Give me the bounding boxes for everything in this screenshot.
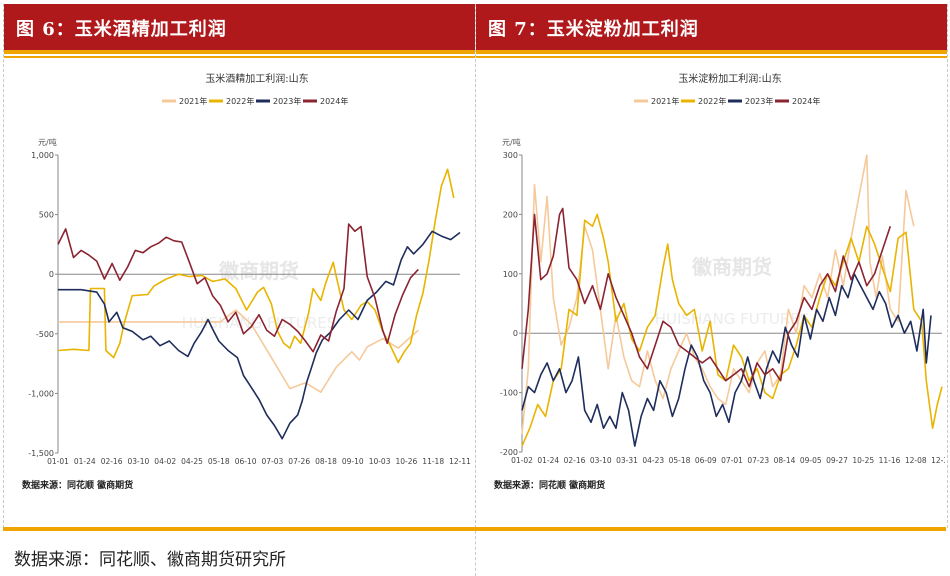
x-tick-label: 03-31 xyxy=(616,456,638,465)
x-tick-label: 01-01 xyxy=(47,457,69,466)
series-line-2022年 xyxy=(521,213,943,447)
chart-source: 数据来源：同花顺 徽商期货 xyxy=(494,479,605,491)
series-line-2023年 xyxy=(521,273,932,447)
x-tick-label: 12-08 xyxy=(905,456,927,465)
x-tick-label: 08-18 xyxy=(315,457,337,466)
x-tick-label: 12-11 xyxy=(449,457,471,466)
right-panel: 图 7：玉米淀粉加工利润 玉米淀粉加工利润:山东 2021年 2022年 2023年 2… xyxy=(475,4,948,528)
y-tick-label: -1,500 xyxy=(28,449,54,458)
left-panel: 图 6：玉米酒精加工利润 玉米酒精加工利润:山东 2021年 2022年 2023年 2… xyxy=(3,4,476,528)
footer-source: 数据来源：同花顺、徽商期货研究所 xyxy=(14,550,286,570)
y-axis-unit: 元/吨 xyxy=(502,137,521,147)
x-tick-label: 06-10 xyxy=(235,457,257,466)
watermark-cn: 徽商期货 xyxy=(691,255,772,279)
x-tick-label: 07-26 xyxy=(288,457,310,466)
x-tick-label: 10-25 xyxy=(852,456,874,465)
x-tick-label: 07-23 xyxy=(747,456,769,465)
watermark-cn: 徽商期货 xyxy=(218,259,299,283)
watermark-en: HUISHANG FUTURES xyxy=(655,310,810,328)
right-header-title: 图 7：玉米淀粉加工利润 xyxy=(488,19,699,40)
bottom-gold-rule xyxy=(3,527,946,531)
y-tick-label: -1,000 xyxy=(28,389,54,398)
legend-label-2024年: 2024年 xyxy=(792,96,820,106)
legend-label-2022年: 2022年 xyxy=(226,96,254,106)
chart-title: 玉米酒精加工利润:山东 xyxy=(205,72,308,85)
x-tick-label: 10-03 xyxy=(369,457,391,466)
chart-title: 玉米淀粉加工利润:山东 xyxy=(678,72,781,85)
x-tick-label: 04-25 xyxy=(181,457,203,466)
x-tick-label: 11-16 xyxy=(879,456,901,465)
left-gold-rule xyxy=(4,50,475,54)
left-header: 图 6：玉米酒精加工利润 xyxy=(4,4,475,50)
legend-label-2021年: 2021年 xyxy=(179,96,207,106)
right-header: 图 7：玉米淀粉加工利润 xyxy=(476,4,947,50)
right-gold-rule-thin xyxy=(476,56,947,58)
y-tick-label: 1,000 xyxy=(31,151,54,160)
y-axis-unit: 元/吨 xyxy=(38,137,57,147)
x-tick-label: 09-27 xyxy=(826,456,848,465)
x-tick-label: 12-30 xyxy=(931,456,945,465)
series-line-2022年 xyxy=(57,168,455,364)
x-tick-label: 05-18 xyxy=(208,457,230,466)
y-tick-label: 0 xyxy=(513,329,518,338)
x-tick-label: 03-10 xyxy=(590,456,612,465)
x-tick-label: 01-24 xyxy=(74,457,96,466)
x-tick-label: 09-10 xyxy=(342,457,364,466)
y-tick-label: -200 xyxy=(500,448,518,457)
left-gold-rule-thin xyxy=(4,56,475,58)
x-tick-label: 04-23 xyxy=(642,456,664,465)
x-tick-label: 09-05 xyxy=(800,456,822,465)
y-tick-label: 200 xyxy=(503,210,518,219)
y-tick-label: 100 xyxy=(503,270,518,279)
x-tick-label: 07-03 xyxy=(262,457,284,466)
legend-label-2024年: 2024年 xyxy=(320,96,348,106)
x-tick-label: 11-18 xyxy=(422,457,444,466)
legend-label-2021年: 2021年 xyxy=(651,96,679,106)
chart-source: 数据来源：同花顺 徽商期货 xyxy=(22,479,133,491)
footer-divider xyxy=(475,531,476,576)
x-tick-label: 02-16 xyxy=(101,457,123,466)
y-tick-label: 300 xyxy=(503,151,518,160)
y-tick-label: -100 xyxy=(500,389,518,398)
series-line-2024年 xyxy=(521,207,892,388)
x-tick-label: 02-16 xyxy=(564,456,586,465)
right-gold-rule xyxy=(476,50,947,54)
legend-label-2023年: 2023年 xyxy=(745,96,773,106)
watermark-en: HUISHANG FUTURES xyxy=(182,314,337,332)
x-tick-label: 04-02 xyxy=(154,457,176,466)
x-tick-label: 10-26 xyxy=(396,457,418,466)
series-line-2024年 xyxy=(57,223,419,353)
series-line-2023年 xyxy=(58,230,461,440)
legend-label-2022年: 2022年 xyxy=(698,96,726,106)
x-tick-label: 01-24 xyxy=(537,456,559,465)
x-tick-label: 03-10 xyxy=(128,457,150,466)
x-tick-label: 01-02 xyxy=(511,456,533,465)
y-tick-label: -500 xyxy=(36,330,54,339)
legend-label-2023年: 2023年 xyxy=(273,96,301,106)
x-tick-label: 08-14 xyxy=(774,456,796,465)
left-header-title: 图 6：玉米酒精加工利润 xyxy=(16,19,227,40)
y-tick-label: 500 xyxy=(39,211,54,220)
y-tick-label: 0 xyxy=(49,270,54,279)
x-tick-label: 05-18 xyxy=(669,456,691,465)
x-tick-label: 07-01 xyxy=(721,456,743,465)
x-tick-label: 06-09 xyxy=(695,456,717,465)
series-line-2021年 xyxy=(521,154,915,435)
